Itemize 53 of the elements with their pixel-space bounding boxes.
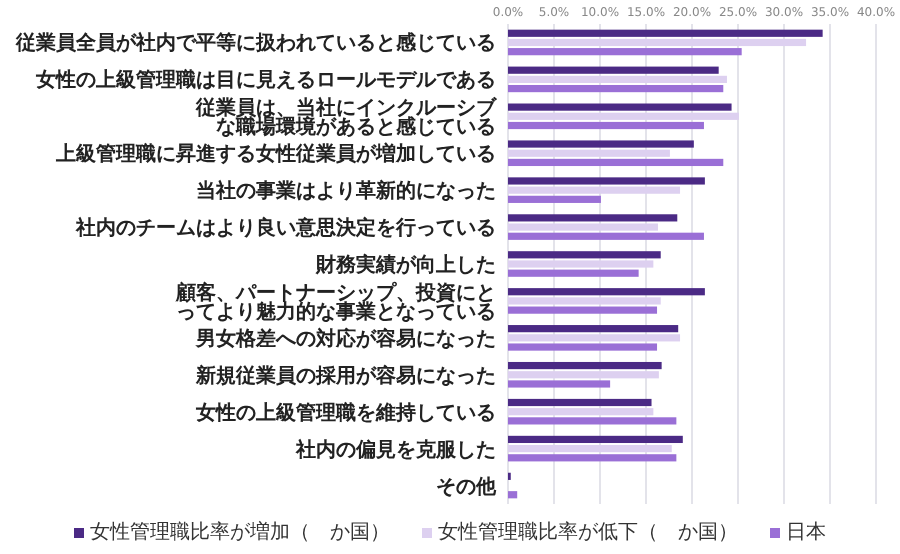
bar	[508, 251, 661, 259]
bar	[508, 398, 652, 407]
bar	[508, 140, 694, 148]
bar	[508, 417, 677, 425]
bar	[508, 380, 611, 388]
bar	[508, 66, 719, 74]
bar	[508, 112, 739, 120]
bar	[508, 158, 724, 167]
y-tick-label: 女性の上級管理職を維持している	[194, 400, 496, 425]
bar	[508, 454, 677, 462]
bar	[508, 149, 670, 157]
y-tick-label: 社内のチームはより良い意思決定を行っている	[74, 216, 496, 241]
bar	[508, 121, 704, 130]
y-tick-label: 女性の上級管理職は目に見えるロールモデルである	[34, 68, 496, 93]
bar	[508, 214, 678, 222]
bar	[508, 408, 654, 416]
bar	[508, 29, 823, 37]
bar	[508, 48, 742, 56]
legend-label: 女性管理職比率が低下（ か国）	[438, 520, 738, 544]
legend-label: 女性管理職比率が増加（ か国）	[90, 520, 390, 544]
bar	[508, 445, 672, 453]
bar	[508, 232, 704, 240]
bar	[508, 38, 807, 47]
bar	[508, 361, 662, 370]
y-tick-label: 上級管理職に昇進する女性従業員が増加している	[54, 142, 496, 167]
y-tick-label: 従業員は、当社にインクルーシブな職場環境があると感じている	[194, 96, 498, 140]
bar	[508, 103, 732, 111]
y-tick-label: 財務実績が向上した	[314, 253, 496, 277]
bar	[508, 343, 658, 351]
y-tick-label: 新規従業員の採用が容易になった	[194, 363, 496, 388]
bar	[508, 223, 658, 231]
bar	[508, 75, 727, 83]
y-tick-label: 顧客、パートナーシップ、投資にとってより魅力的な事業となっている	[174, 280, 496, 324]
bar	[508, 371, 659, 379]
bar	[508, 334, 681, 342]
y-tick-label: 従業員全員が社内で平等に扱われていると感じている	[14, 31, 496, 56]
bar	[508, 84, 724, 93]
y-tick-label: 当社の事業はより革新的になった	[196, 179, 496, 204]
bar	[508, 435, 683, 444]
bar	[508, 195, 601, 203]
bar	[508, 491, 518, 499]
legend-label: 日本	[786, 520, 826, 544]
y-tick-label: 社内の偏見を克服した	[294, 437, 496, 462]
bar	[508, 260, 654, 268]
y-tick-label: 男女格差への対応が容易になった	[194, 326, 496, 351]
bar	[508, 269, 639, 277]
bar	[508, 177, 705, 185]
bar	[508, 288, 705, 296]
bar	[508, 325, 679, 333]
bar	[508, 306, 658, 314]
y-tick-label: その他	[436, 474, 498, 499]
bar	[508, 186, 681, 194]
bar	[508, 297, 661, 305]
